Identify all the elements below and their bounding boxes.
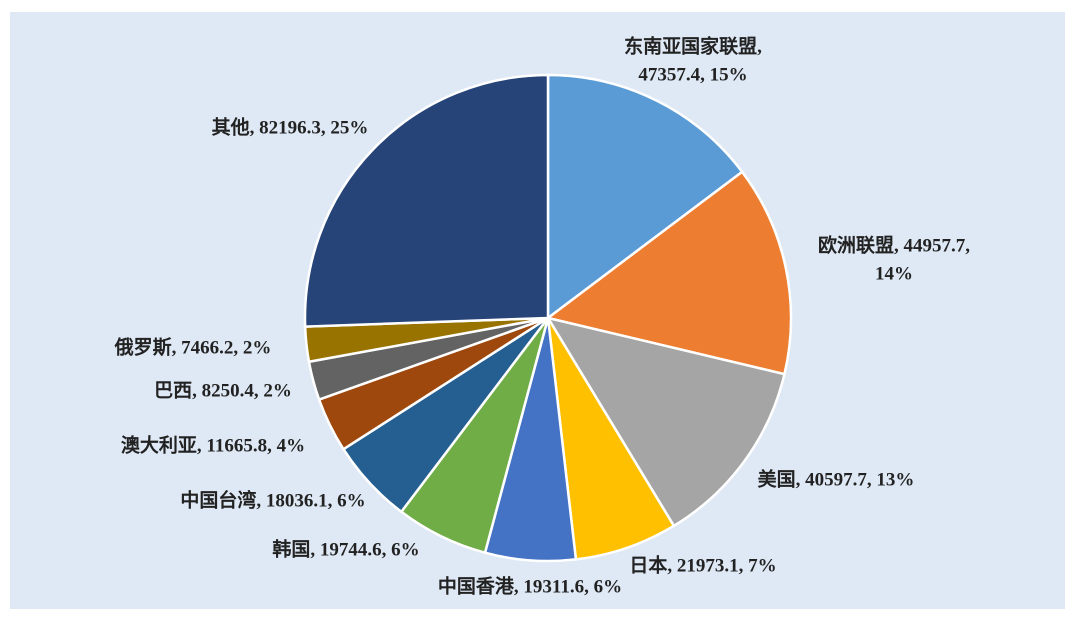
pie bbox=[303, 73, 793, 563]
data-label: 东南亚国家联盟, bbox=[624, 34, 762, 57]
data-label: 巴西, 8250.4, 2% bbox=[154, 380, 292, 401]
data-label: 欧洲联盟, 44957.7, bbox=[818, 233, 970, 256]
data-label: 中国香港, 19311.6, 6% bbox=[438, 574, 622, 597]
data-label: 韩国, 19744.6, 6% bbox=[272, 537, 419, 560]
data-label: 澳大利亚, 11665.8, 4% bbox=[121, 433, 305, 456]
data-label: 美国, 40597.7, 13% bbox=[758, 467, 915, 490]
data-label: 俄罗斯, 7466.2, 2% bbox=[114, 335, 272, 358]
data-label: 日本, 21973.1, 7% bbox=[629, 553, 776, 576]
data-label: 中国台湾, 18036.1, 6% bbox=[180, 488, 365, 511]
slice bbox=[545, 316, 786, 528]
data-label: 47357.4, 15% bbox=[638, 64, 747, 85]
slice bbox=[546, 317, 676, 561]
data-label: 14% bbox=[875, 263, 913, 284]
slice bbox=[545, 170, 793, 376]
slice bbox=[303, 73, 550, 328]
labels: 东南亚国家联盟, 47357.4, 15% 欧洲联盟, 44957.7, 14% 美国,… bbox=[114, 34, 971, 597]
slice bbox=[546, 73, 744, 321]
data-label: 其他, 82196.3, 25% bbox=[212, 115, 369, 138]
